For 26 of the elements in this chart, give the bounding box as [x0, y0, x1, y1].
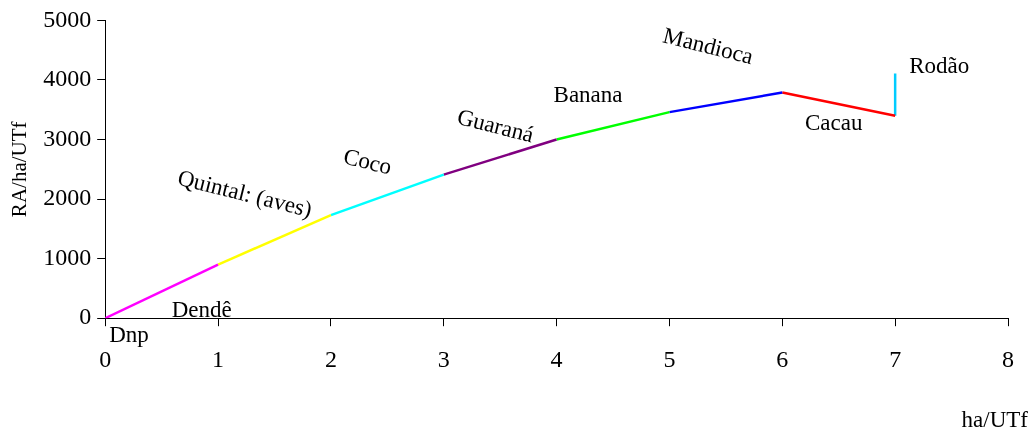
text: Quintal: (aves): [175, 164, 315, 223]
y-tick-label: 5000: [43, 5, 92, 32]
y-axis-title: RA/ha/UTf: [7, 121, 32, 218]
x-tick-label: 6: [776, 345, 789, 372]
text: Guaraná: [454, 104, 537, 148]
y-tick-label: 3000: [43, 124, 92, 151]
annotation: Dnp: [109, 321, 149, 347]
y-tick-label: 1000: [43, 243, 92, 270]
x-tick-label: 4: [550, 345, 563, 372]
series-label: Rodão: [909, 52, 970, 78]
x-tick-label: 1: [212, 345, 225, 372]
y-tick-label: 2000: [43, 184, 92, 211]
text: Coco: [341, 143, 395, 180]
series-label: Banana: [553, 81, 623, 107]
x-tick-label: 0: [99, 345, 112, 372]
text: Mandioca: [660, 22, 756, 70]
x-tick-label: 7: [889, 345, 902, 372]
series-label: Dendê: [171, 297, 232, 323]
x-tick-label: 2: [324, 345, 337, 372]
y-tick-label: 4000: [43, 65, 92, 92]
x-axis-title: ha/UTf: [961, 406, 1029, 432]
series-label: Cacau: [804, 110, 863, 136]
x-tick-label: 8: [1002, 345, 1014, 372]
x-tick-label: 5: [663, 345, 676, 372]
y-tick-label: 0: [79, 303, 92, 330]
x-tick-label: 3: [437, 345, 450, 372]
